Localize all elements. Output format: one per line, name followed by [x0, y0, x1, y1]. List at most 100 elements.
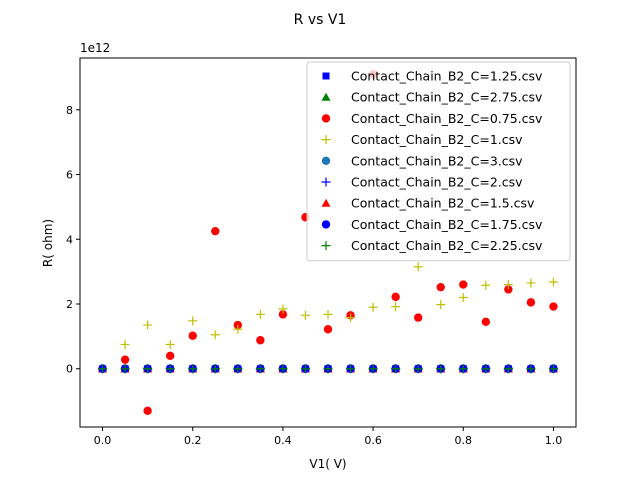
data-point: [503, 280, 513, 290]
data-point: [278, 364, 288, 374]
legend-marker: [321, 177, 331, 187]
legend-label: Contact_Chain_B2_C=1.25.csv: [351, 69, 543, 84]
data-point: [165, 339, 175, 349]
data-point: [391, 302, 401, 312]
data-point: [120, 339, 130, 349]
data-point: [256, 336, 265, 345]
data-point: [526, 278, 536, 288]
data-point: [549, 302, 558, 311]
y-tick-label: 4: [66, 233, 73, 246]
legend-label: Contact_Chain_B2_C=2.csv: [351, 175, 523, 190]
data-point: [436, 282, 445, 292]
data-point: [368, 364, 378, 374]
x-tick-label: 0.2: [184, 434, 202, 447]
legend-label: Contact_Chain_B2_C=3.csv: [351, 153, 523, 168]
data-point: [346, 313, 356, 323]
data-point: [300, 364, 310, 374]
data-point: [188, 316, 198, 326]
data-point: [211, 226, 220, 236]
legend-item: Contact_Chain_B2_C=1.5.csv: [321, 196, 535, 211]
legend-label: Contact_Chain_B2_C=1.csv: [351, 132, 523, 147]
legend-label: Contact_Chain_B2_C=0.75.csv: [351, 111, 543, 126]
data-point: [548, 277, 558, 287]
legend-label: Contact_Chain_B2_C=2.25.csv: [351, 238, 543, 253]
data-point: [503, 364, 513, 374]
legend: Contact_Chain_B2_C=1.25.csv Contact_Chain…: [306, 61, 571, 262]
data-point: [458, 364, 468, 374]
data-point: [120, 364, 130, 374]
data-points: [98, 69, 558, 416]
data-point: [143, 364, 153, 374]
plot-frame: [79, 57, 577, 428]
data-point: [233, 364, 243, 374]
legend-marker: [321, 241, 331, 251]
legend-marker: [321, 156, 331, 165]
data-point: [255, 309, 265, 319]
chart-title: R vs V1: [294, 12, 347, 28]
legend-label: Contact_Chain_B2_C=1.5.csv: [351, 196, 535, 211]
data-point: [143, 406, 152, 416]
data-point: [526, 364, 536, 374]
data-point: [504, 285, 513, 294]
x-axis-label: V1( V): [309, 457, 346, 471]
data-point: [255, 364, 265, 374]
x-tick-label: 0.4: [274, 434, 292, 447]
x-axis-ticks: 0.0 0.2 0.4 0.6 0.8 1.0: [94, 427, 562, 447]
data-point: [300, 310, 310, 320]
legend-item: Contact_Chain_B2_C=2.csv: [321, 175, 523, 190]
data-point: [548, 364, 558, 374]
x-tick-label: 0.8: [455, 434, 473, 447]
data-point: [413, 262, 423, 272]
legend-item: Contact_Chain_B2_C=1.25.csv: [322, 69, 543, 84]
y-tick-label: 8: [66, 104, 73, 117]
data-point: [481, 317, 491, 327]
legend-marker: [322, 72, 330, 80]
legend-marker: [321, 198, 331, 207]
data-point: [120, 355, 130, 364]
data-point: [278, 304, 288, 314]
legend-label: Contact_Chain_B2_C=2.75.csv: [351, 90, 543, 105]
legend-marker: [321, 92, 331, 101]
data-point: [459, 280, 468, 289]
x-tick-label: 1.0: [545, 434, 563, 447]
legend-label: Contact_Chain_B2_C=1.75.csv: [351, 217, 543, 232]
series-8: [98, 364, 558, 374]
data-point: [98, 364, 108, 374]
data-point: [391, 292, 400, 302]
data-point: [143, 320, 153, 330]
legend-marker: [321, 220, 331, 229]
legend-marker: [321, 135, 331, 145]
legend-item: Contact_Chain_B2_C=2.25.csv: [321, 238, 543, 253]
data-point: [165, 351, 175, 360]
data-point: [165, 364, 175, 374]
legend-item: Contact_Chain_B2_C=1.75.csv: [321, 217, 543, 232]
y-tick-label: 6: [66, 169, 73, 182]
legend-item: Contact_Chain_B2_C=1.csv: [321, 132, 523, 147]
data-point: [233, 324, 243, 334]
y-axis-label: R( ohm): [41, 219, 55, 267]
y-tick-label: 2: [66, 298, 73, 311]
data-point: [436, 364, 446, 374]
data-point: [481, 364, 491, 374]
legend-marker: [321, 114, 331, 123]
legend-box: [306, 61, 571, 262]
legend-item: Contact_Chain_B2_C=2.75.csv: [321, 90, 543, 105]
y-axis-ticks: 0 2 4 6 8: [66, 104, 80, 376]
data-point: [526, 298, 536, 307]
data-point: [323, 325, 333, 334]
data-point: [323, 309, 333, 319]
x-tick-label: 0.0: [94, 434, 112, 447]
data-point: [346, 364, 356, 374]
data-point: [210, 330, 220, 340]
legend-item: Contact_Chain_B2_C=3.csv: [321, 153, 523, 168]
data-point: [210, 364, 220, 374]
data-point: [323, 364, 333, 374]
data-point: [188, 364, 198, 374]
y-axis-offset-label: 1e12: [80, 41, 110, 55]
data-point: [436, 300, 446, 310]
data-point: [458, 293, 468, 303]
data-point: [278, 310, 288, 319]
y-tick-label: 0: [66, 363, 73, 376]
x-tick-label: 0.6: [364, 434, 382, 447]
